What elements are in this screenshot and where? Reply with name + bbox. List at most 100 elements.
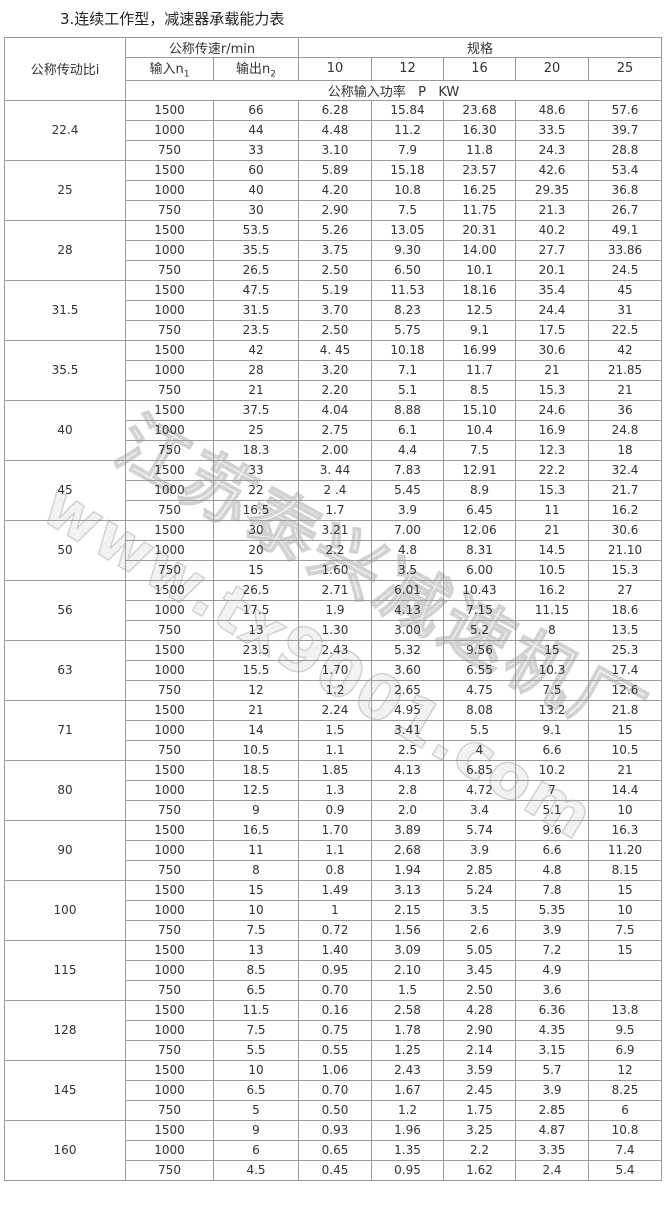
power-value-cell: 16.2 <box>515 579 589 601</box>
output-speed-cell: 18.3 <box>213 439 299 461</box>
output-speed-cell: 25 <box>213 419 299 441</box>
power-value-cell: 2.2 <box>443 1139 516 1161</box>
power-value-cell: 57.6 <box>587 99 663 121</box>
input-speed-cell: 1500 <box>125 1119 214 1141</box>
power-value-cell: 33.86 <box>587 239 663 261</box>
power-value-cell: 16.9 <box>515 419 589 441</box>
power-value-cell: 24.8 <box>587 419 663 441</box>
input-speed-cell: 1500 <box>125 579 214 601</box>
power-value-cell: 1.70 <box>298 659 372 681</box>
power-value-cell: 15.3 <box>515 479 589 501</box>
output-speed-cell: 7.5 <box>213 1019 299 1041</box>
power-value-cell: 10.43 <box>443 579 516 601</box>
power-value-cell: 12.3 <box>515 439 589 461</box>
power-value-cell <box>587 979 663 1001</box>
power-value-cell: 6.6 <box>515 739 589 761</box>
table-row: 750 13 1.30 3.00 5.2 8 13.5 <box>5 619 663 641</box>
power-value-cell: 13.2 <box>515 699 589 721</box>
table-row: 90 1500 16.5 1.70 3.89 5.74 9.6 16.3 <box>4 819 663 881</box>
power-value-cell: 0.9 <box>298 799 372 821</box>
power-value-cell: 2 .4 <box>298 479 372 501</box>
power-value-cell: 0.50 <box>298 1099 372 1121</box>
table-row: 45 1500 33 3. 44 7.83 12.91 22.2 32.4 <box>4 459 663 521</box>
output-speed-cell: 23.5 <box>213 319 299 341</box>
input-speed-cell: 750 <box>125 139 214 161</box>
table-row: 1000 17.5 1.9 4.13 7.15 11.15 18.6 <box>5 599 663 621</box>
power-value-cell: 1.2 <box>298 679 372 701</box>
power-value-cell: 0.65 <box>298 1139 372 1161</box>
power-value-cell: 15.18 <box>371 159 444 181</box>
power-value-cell: 0.95 <box>298 959 372 981</box>
power-value-cell: 23.57 <box>443 159 516 181</box>
table-row: 80 1500 18.5 1.85 4.13 6.85 10.2 21 <box>4 759 663 821</box>
power-value-cell: 11.2 <box>371 119 444 141</box>
power-value-cell: 11.7 <box>443 359 516 381</box>
input-speed-cell: 750 <box>125 919 214 941</box>
power-value-cell: 2.0 <box>371 799 444 821</box>
power-value-cell: 5.45 <box>371 479 444 501</box>
power-value-cell: 0.75 <box>298 1019 372 1041</box>
output-speed-cell: 20 <box>213 539 299 561</box>
input-speed-cell: 1500 <box>125 159 214 181</box>
ratio-cell: 45 <box>4 459 126 521</box>
input-speed-cell: 1500 <box>125 819 214 841</box>
power-value-cell: 1.96 <box>371 1119 444 1141</box>
output-speed-cell: 28 <box>213 359 299 381</box>
power-value-cell: 6.01 <box>371 579 444 601</box>
output-speed-cell: 14 <box>213 719 299 741</box>
power-value-cell: 10.8 <box>371 179 444 201</box>
power-value-cell: 9.1 <box>443 319 516 341</box>
power-value-cell: 8.31 <box>443 539 516 561</box>
power-value-cell: 4.75 <box>443 679 516 701</box>
power-value-cell: 3.9 <box>515 1079 589 1101</box>
input-speed-cell: 750 <box>125 379 214 401</box>
spec-column-header-16: 16 <box>443 57 516 81</box>
input-speed-cell: 1000 <box>125 1139 214 1161</box>
input-speed-cell: 1000 <box>125 119 214 141</box>
power-value-cell: 2.8 <box>371 779 444 801</box>
power-value-cell <box>587 959 663 981</box>
power-value-cell: 30.6 <box>515 339 589 361</box>
power-value-cell: 3.5 <box>371 559 444 581</box>
power-value-cell: 7.9 <box>371 139 444 161</box>
power-value-cell: 45 <box>587 279 663 301</box>
power-value-cell: 3.70 <box>298 299 372 321</box>
output-speed-cell: 37.5 <box>213 399 299 421</box>
power-value-cell: 21.3 <box>515 199 589 221</box>
table-row: 750 8 0.8 1.94 2.85 4.8 8.15 <box>5 859 663 881</box>
capacity-table: 公称传动比i 公称传速r/min 规格 输入n1 输出n2 10 12 16 2… <box>4 37 663 1181</box>
power-value-cell: 1.30 <box>298 619 372 641</box>
power-value-cell: 1.5 <box>371 979 444 1001</box>
power-value-cell: 1.62 <box>443 1159 516 1181</box>
input-speed-cell: 1000 <box>125 599 214 621</box>
power-value-cell: 24.3 <box>515 139 589 161</box>
power-value-cell: 10.3 <box>515 659 589 681</box>
input-speed-cell: 1000 <box>125 179 214 201</box>
table-row: 71 1500 21 2.24 4.95 8.08 13.2 21.8 <box>4 699 663 761</box>
power-value-cell: 1.9 <box>298 599 372 621</box>
power-value-cell: 4.8 <box>515 859 589 881</box>
table-row: 1000 35.5 3.75 9.30 14.00 27.7 33.86 <box>5 239 663 261</box>
ratio-cell: 128 <box>4 999 126 1061</box>
power-value-cell: 2.43 <box>371 1059 444 1081</box>
power-value-cell: 28.8 <box>587 139 663 161</box>
power-value-cell: 10.5 <box>587 739 663 761</box>
output-speed-cell: 22 <box>213 479 299 501</box>
power-value-cell: 3.9 <box>371 499 444 521</box>
power-value-cell: 11.20 <box>587 839 663 861</box>
table-row: 1000 14 1.5 3.41 5.5 9.1 15 <box>5 719 663 741</box>
power-value-cell: 4.8 <box>371 539 444 561</box>
power-value-cell: 7.5 <box>587 919 663 941</box>
table-row: 1000 22 2 .4 5.45 8.9 15.3 21.7 <box>5 479 663 501</box>
input-speed-cell: 1000 <box>125 839 214 861</box>
power-value-cell: 6.1 <box>371 419 444 441</box>
power-value-cell: 6.55 <box>443 659 516 681</box>
ratio-cell: 50 <box>4 519 126 581</box>
power-value-cell: 35.4 <box>515 279 589 301</box>
power-value-cell: 11 <box>515 499 589 521</box>
input-speed-cell: 750 <box>125 619 214 641</box>
power-value-cell: 31 <box>587 299 663 321</box>
power-value-cell: 2.65 <box>371 679 444 701</box>
power-value-cell: 8.15 <box>587 859 663 881</box>
output-speed-cell: 31.5 <box>213 299 299 321</box>
